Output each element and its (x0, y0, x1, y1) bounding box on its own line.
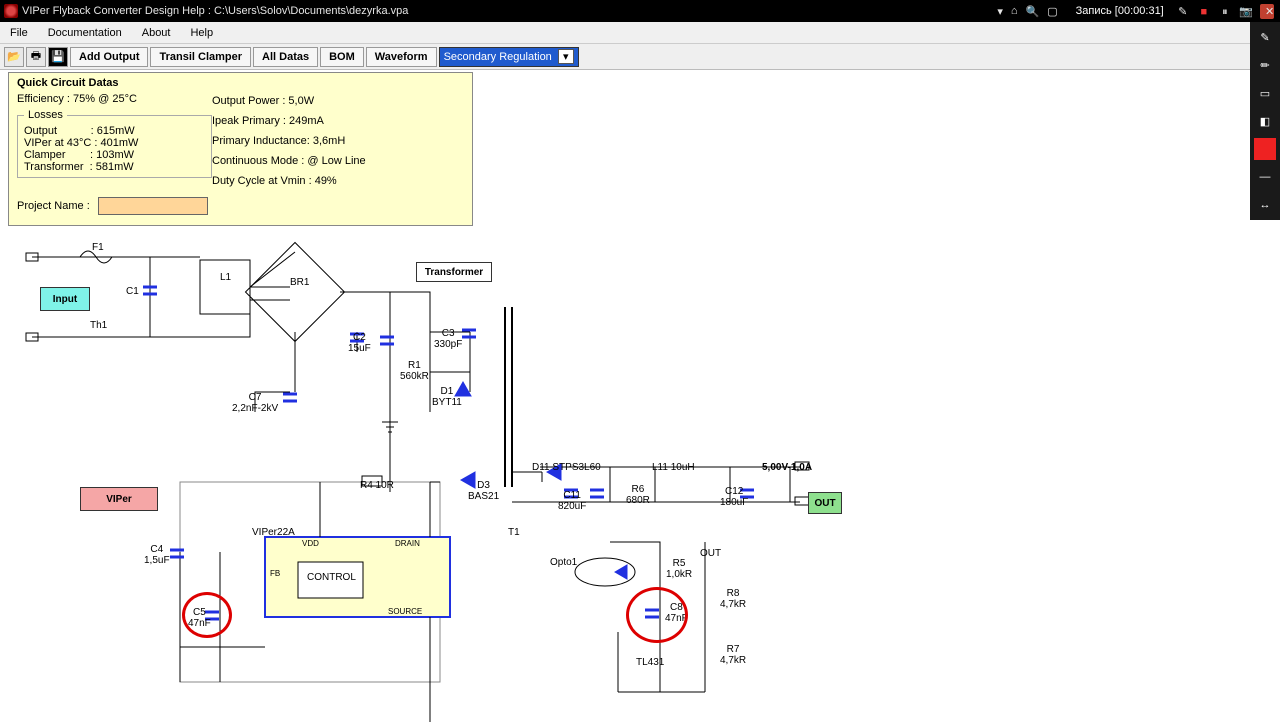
menu-help[interactable]: Help (180, 24, 223, 42)
lbl-d11: D11 STPS3L60 (532, 462, 601, 473)
lbl-control: CONTROL (307, 572, 356, 583)
minus-icon[interactable]: — (1254, 166, 1276, 188)
pen-icon[interactable]: ✏ (1254, 54, 1276, 76)
recorder-sys-icons: ▾ ⌂ 🔍 ▢ (997, 5, 1057, 18)
lbl-c4: C4 1,5uF (144, 544, 170, 566)
chevron-down-icon[interactable]: ▾ (558, 49, 574, 64)
lbl-c3: C3 330pF (434, 328, 462, 350)
annotation-circle-2 (626, 587, 688, 643)
lbl-r8: R8 4,7kR (720, 588, 746, 610)
annotation-circle-1 (182, 592, 232, 638)
lbl-f1: F1 (92, 242, 104, 253)
app-icon (4, 4, 18, 18)
lbl-opto: Opto1 (550, 557, 577, 568)
eraser-icon[interactable]: ◧ (1254, 110, 1276, 132)
add-output-button[interactable]: Add Output (70, 47, 148, 67)
lbl-r4: R4 10R (360, 480, 394, 491)
lbl-d3: D3 BAS21 (468, 480, 499, 502)
dropdown-label: Secondary Regulation (444, 51, 552, 63)
lbl-r6: R6 680R (626, 484, 650, 506)
lbl-c7: C7 2,2nF-2kV (232, 392, 278, 414)
secondary-regulation-dropdown[interactable]: Secondary Regulation ▾ (439, 47, 579, 67)
lbl-c2: C2 15uF (348, 332, 371, 354)
titlebar: VIPer Flyback Converter Design Help : C:… (0, 0, 1280, 22)
menu-documentation[interactable]: Documentation (38, 24, 132, 42)
out-block[interactable]: OUT (808, 492, 842, 514)
print-icon[interactable]: 🖶 (26, 47, 46, 67)
arrows-icon[interactable]: ↔ (1254, 194, 1276, 216)
lbl-r7: R7 4,7kR (720, 644, 746, 666)
lbl-d1: D1 BYT11 (432, 386, 462, 408)
bom-button[interactable]: BOM (320, 47, 364, 67)
lbl-th1: Th1 (90, 320, 107, 331)
lbl-drain: DRAIN (395, 540, 420, 549)
camera-icon[interactable]: 📷 (1239, 5, 1253, 18)
lbl-br1: BR1 (290, 277, 309, 288)
record-status: Запись [00:00:31] (1076, 5, 1164, 17)
lbl-c12: C12 180uF (720, 486, 748, 508)
window-title: VIPer Flyback Converter Design Help : C:… (22, 5, 408, 17)
home-icon[interactable]: ⌂ (1011, 5, 1018, 18)
pencil-icon[interactable]: ✎ (1176, 5, 1190, 18)
input-block[interactable]: Input (40, 287, 90, 311)
titlebar-right: ▾ ⌂ 🔍 ▢ Запись [00:00:31] ✎ ■ ⏸ 📷 ✕ (997, 4, 1276, 19)
recorder-sidepanel: ✎ ✏ ▭ ◧ — ↔ (1250, 22, 1280, 220)
dropdown-icon[interactable]: ▾ (997, 5, 1003, 18)
brush-icon[interactable]: ✎ (1254, 26, 1276, 48)
menubar: File Documentation About Help (0, 22, 1280, 44)
schematic-canvas[interactable]: Input VIPer OUT Transformer F1 L1 BR1 C1… (0, 72, 1250, 720)
lbl-c1: C1 (126, 286, 139, 297)
menu-about[interactable]: About (132, 24, 181, 42)
color-swatch[interactable] (1254, 138, 1276, 160)
lbl-l1: L1 (220, 272, 231, 283)
lbl-l11: L11 10uH (652, 462, 695, 473)
waveform-button[interactable]: Waveform (366, 47, 437, 67)
stop-icon[interactable]: ■ (1197, 6, 1211, 18)
save-icon[interactable]: 💾 (48, 47, 68, 67)
recorder-close-icon[interactable]: ✕ (1260, 4, 1274, 19)
lbl-out2: 5,00V-1,0A (762, 462, 812, 473)
lbl-t1: T1 (508, 527, 520, 538)
viper-block[interactable]: VIPer (80, 487, 158, 511)
lbl-r1: R1 560kR (400, 360, 429, 382)
all-datas-button[interactable]: All Datas (253, 47, 318, 67)
lbl-tl: TL431 (636, 657, 664, 668)
open-icon[interactable]: 📂 (4, 47, 24, 67)
screen-icon[interactable]: ▢ (1047, 5, 1057, 18)
recorder-buttons: ✎ ■ ⏸ 📷 ✕ (1174, 4, 1276, 19)
rect-icon[interactable]: ▭ (1254, 82, 1276, 104)
lbl-vdd: VDD (302, 540, 319, 549)
lbl-c11: C11 820uF (558, 490, 586, 512)
lbl-outtext: OUT (700, 548, 721, 559)
pause-icon[interactable]: ⏸ (1218, 6, 1232, 19)
search-icon[interactable]: 🔍 (1026, 5, 1040, 18)
lbl-source: SOURCE (388, 608, 422, 617)
transformer-block[interactable]: Transformer (416, 262, 492, 282)
lbl-fb: FB (270, 570, 280, 579)
transil-clamper-button[interactable]: Transil Clamper (150, 47, 251, 67)
menu-file[interactable]: File (0, 24, 38, 42)
lbl-viper22: VIPer22A (252, 527, 295, 538)
toolbar: 📂 🖶 💾 Add Output Transil Clamper All Dat… (0, 44, 1280, 70)
lbl-r5: R5 1,0kR (666, 558, 692, 580)
